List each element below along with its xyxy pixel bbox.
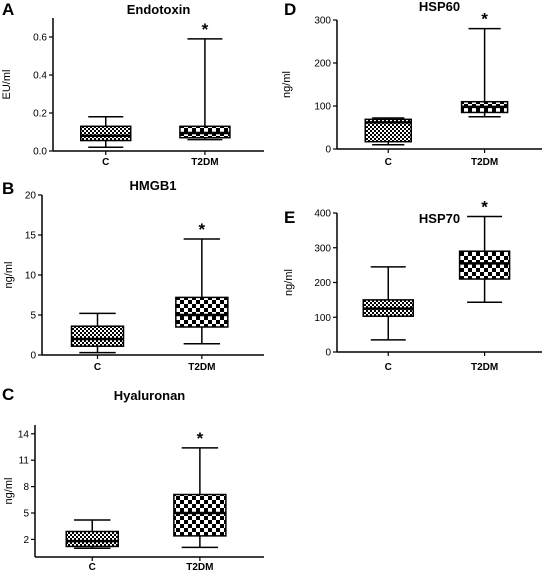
- panel-letter: E: [284, 208, 295, 227]
- y-tick-label: 0: [325, 348, 331, 359]
- significance-marker: *: [481, 197, 488, 216]
- y-tick-label: 5: [23, 509, 29, 520]
- panel-letter: B: [2, 179, 14, 198]
- panel-b: B HMGB1 ng/ml 0 5 10 15 20 C T2DM *: [2, 178, 264, 373]
- y-tick-label: 10: [25, 271, 37, 282]
- iqr-box: [65, 530, 119, 548]
- panel-letter: D: [284, 0, 296, 19]
- panel-c: C Hyaluronan ng/ml 2 5 8 11 14 C T2DM *: [2, 385, 264, 572]
- box-t2dm: [460, 27, 509, 118]
- chart-title: HSP60: [419, 0, 460, 14]
- panel-a: A Endotoxin EU/ml 0.0 0.2 0.4 0.6 C T2DM *: [1, 0, 264, 168]
- y-tick-label: 400: [314, 209, 331, 220]
- iqr-box: [70, 325, 125, 347]
- y-axis-label: ng/ml: [283, 269, 295, 296]
- y-tick-label: 100: [314, 313, 331, 324]
- iqr-box: [175, 296, 229, 328]
- significance-marker: *: [197, 429, 204, 448]
- x-tick-label: C: [94, 362, 101, 373]
- x-tick-label: C: [102, 157, 109, 168]
- box-c: [65, 519, 119, 549]
- y-tick-label: 0.6: [33, 33, 47, 44]
- iqr-box: [364, 118, 412, 143]
- y-tick-label: 0: [30, 351, 36, 362]
- y-axis-label: ng/ml: [3, 478, 15, 505]
- y-tick-label: 5: [30, 311, 36, 322]
- y-tick-label: 15: [25, 231, 37, 242]
- y-tick-label: 100: [314, 102, 331, 113]
- y-tick-label: 14: [18, 429, 30, 440]
- y-tick-label: 200: [314, 59, 331, 70]
- x-tick-label: T2DM: [471, 157, 498, 168]
- panel-d: D HSP60 ng/ml 0 100 200 300 C T2DM *: [281, 0, 542, 168]
- significance-marker: *: [202, 20, 209, 39]
- x-tick-label: T2DM: [188, 362, 215, 373]
- chart-title: HMGB1: [130, 178, 177, 193]
- y-tick-label: 11: [19, 456, 30, 467]
- x-tick-label: C: [385, 362, 392, 373]
- x-tick-label: C: [385, 157, 392, 168]
- box-c: [362, 266, 414, 341]
- y-tick-label: 0.4: [33, 71, 47, 82]
- y-axis-label: EU/ml: [1, 70, 13, 100]
- y-axis-label: ng/ml: [3, 262, 15, 289]
- box-t2dm: [179, 38, 231, 141]
- y-tick-label: 20: [25, 191, 37, 202]
- x-tick-label: T2DM: [186, 562, 213, 572]
- y-tick-label: 2: [23, 535, 29, 546]
- iqr-box: [458, 250, 511, 280]
- y-tick-label: 0.0: [33, 147, 47, 158]
- box-c: [70, 312, 125, 354]
- iqr-box: [173, 493, 227, 537]
- y-tick-label: 8: [23, 482, 29, 493]
- x-tick-label: T2DM: [471, 362, 498, 373]
- y-tick-label: 200: [314, 278, 331, 289]
- significance-marker: *: [481, 10, 488, 29]
- box-t2dm: [175, 238, 229, 345]
- panel-letter: A: [2, 0, 14, 19]
- significance-marker: *: [199, 220, 206, 239]
- box-t2dm: [173, 447, 227, 549]
- iqr-box: [80, 125, 132, 142]
- y-tick-label: 300: [314, 243, 331, 254]
- panel-e: E HSP70 ng/ml 0 100 200 300 400 C T2DM *: [283, 197, 542, 373]
- box-t2dm: [458, 215, 511, 304]
- chart-title: HSP70: [419, 211, 460, 226]
- chart-title: Endotoxin: [127, 2, 191, 17]
- box-c: [364, 117, 412, 146]
- panel-letter: C: [2, 385, 14, 404]
- y-tick-label: 300: [314, 16, 331, 27]
- box-c: [80, 116, 132, 148]
- x-tick-label: T2DM: [191, 157, 218, 168]
- y-tick-label: 0: [325, 145, 331, 156]
- y-tick-label: 0.2: [33, 109, 47, 120]
- chart-title: Hyaluronan: [114, 388, 186, 403]
- x-tick-label: C: [89, 562, 96, 572]
- y-axis-label: ng/ml: [281, 71, 293, 98]
